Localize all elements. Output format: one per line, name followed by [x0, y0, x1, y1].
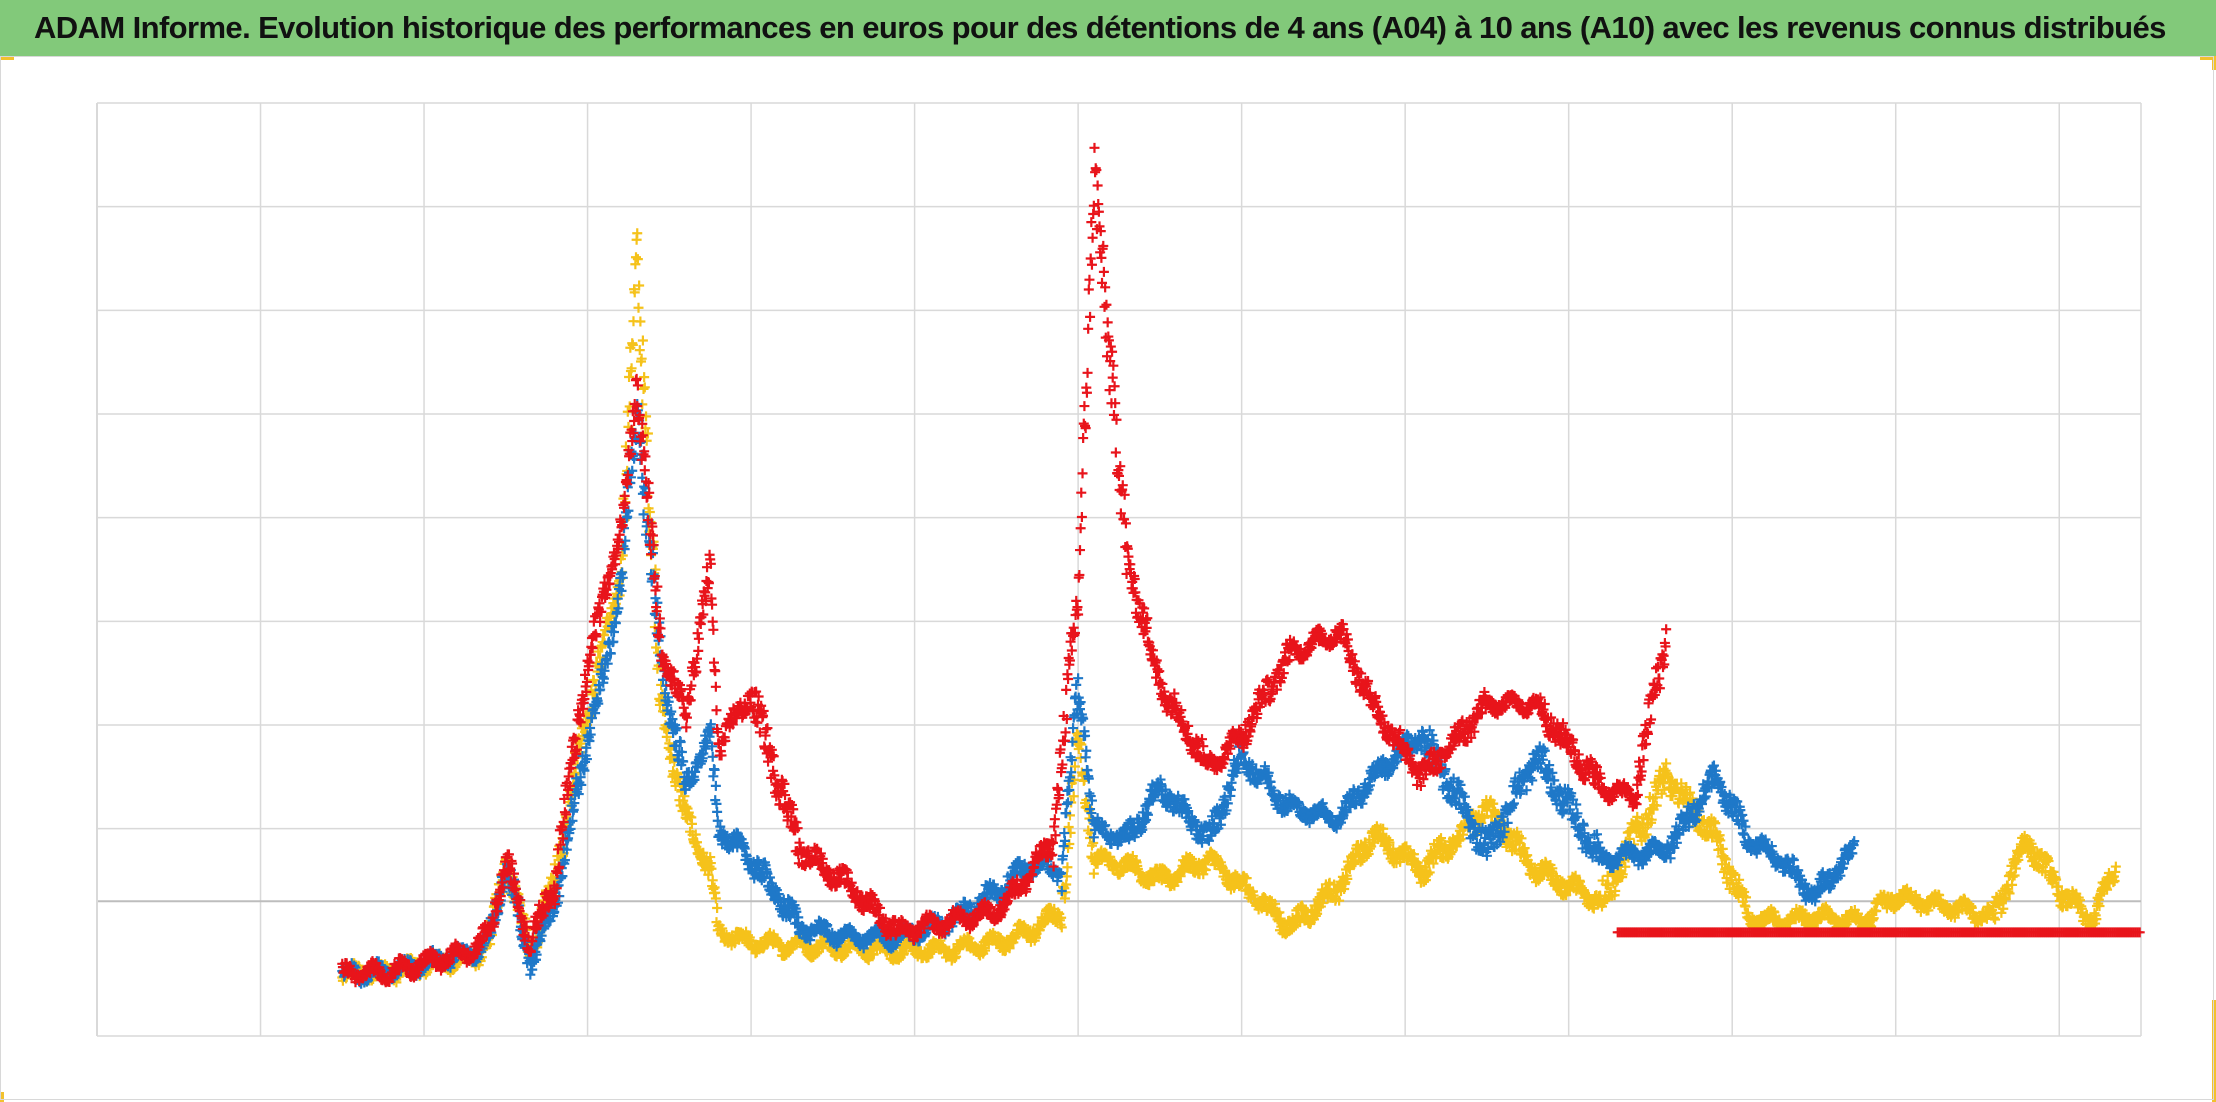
data-point	[712, 806, 723, 817]
data-point	[632, 228, 643, 239]
data-point	[707, 875, 718, 886]
data-point	[661, 731, 672, 742]
data-point	[709, 764, 720, 775]
data-point	[1071, 679, 1082, 690]
data-point	[624, 371, 635, 382]
data-point	[641, 411, 652, 422]
data-point	[1088, 868, 1099, 879]
data-point	[638, 383, 649, 394]
data-point	[681, 801, 692, 812]
data-point	[626, 363, 637, 374]
data-point	[634, 280, 645, 291]
chart-frame	[0, 56, 2214, 1100]
data-point	[710, 893, 721, 904]
data-point	[633, 302, 644, 313]
data-point	[673, 773, 684, 784]
data-point	[639, 372, 650, 383]
corner-accent-top-right	[2200, 56, 2216, 60]
data-point	[630, 252, 641, 263]
data-point	[642, 428, 653, 439]
data-point	[742, 930, 753, 941]
data-point	[1062, 862, 1073, 873]
corner-accent-bottom-right	[2212, 1000, 2216, 1102]
data-point	[527, 964, 538, 975]
data-point	[627, 339, 638, 350]
data-point	[898, 948, 909, 959]
data-point	[588, 675, 599, 686]
data-point	[712, 903, 723, 914]
corner-accent-top-left	[0, 56, 14, 60]
chart-title: ADAM Informe. Evolution historique des p…	[34, 10, 2166, 45]
data-point	[629, 287, 640, 298]
data-point	[639, 382, 650, 393]
data-point	[1081, 745, 1092, 756]
data-point	[651, 642, 662, 653]
data-point	[706, 863, 717, 874]
data-point	[636, 353, 647, 364]
data-point	[644, 506, 655, 517]
data-point	[634, 345, 645, 356]
data-point	[1073, 673, 1084, 684]
data-point	[576, 738, 587, 749]
title-bar: ADAM Informe. Evolution historique des p…	[0, 0, 2216, 56]
data-point	[632, 254, 643, 265]
data-point	[710, 780, 721, 791]
data-point	[690, 829, 701, 840]
data-point	[635, 316, 646, 327]
corner-accent-bottom-left	[0, 1092, 4, 1102]
corner-accent-right-edge	[2212, 56, 2216, 70]
data-point	[686, 818, 697, 829]
data-point	[664, 738, 675, 749]
data-point	[2110, 861, 2121, 872]
data-point	[691, 837, 702, 848]
data-point	[637, 335, 648, 346]
data-point	[707, 751, 718, 762]
data-point	[525, 969, 536, 980]
